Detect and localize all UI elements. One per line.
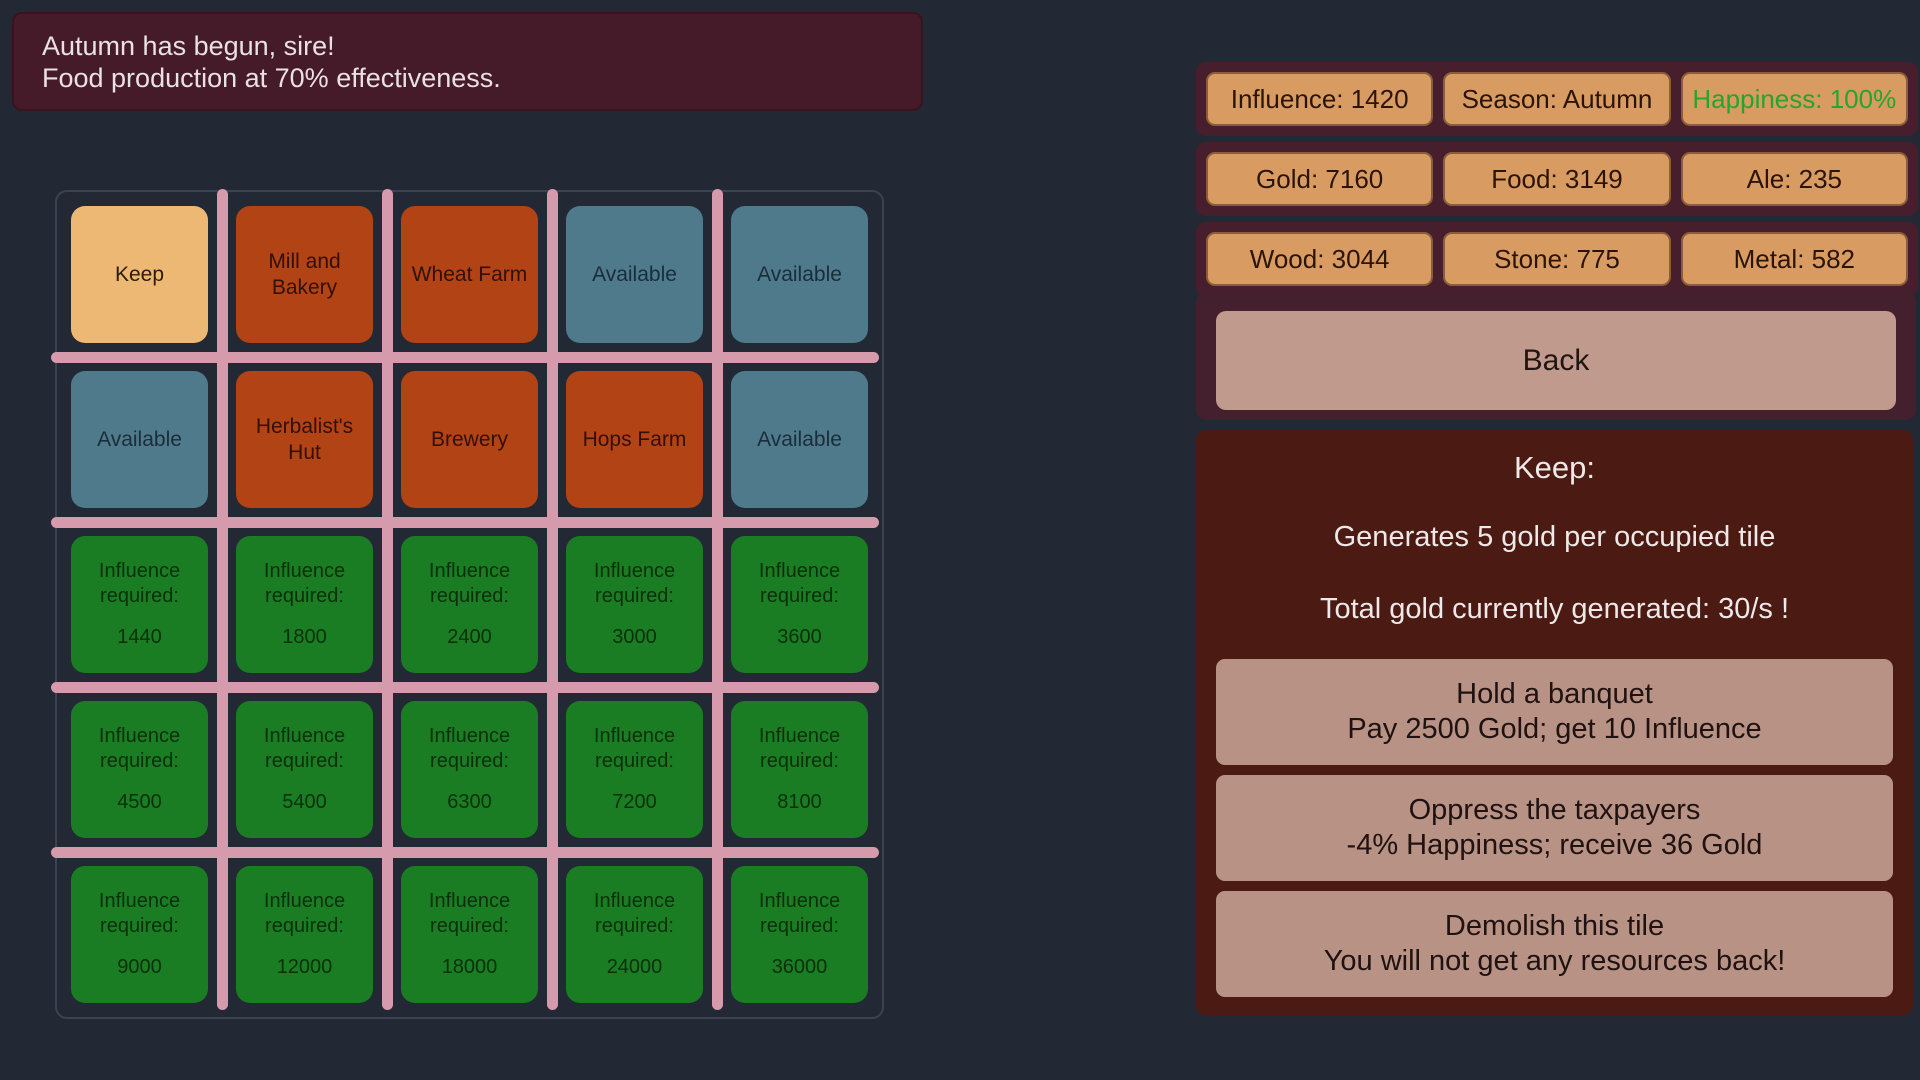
- influence-required-value: 1440: [117, 626, 162, 648]
- tile-locked-5400[interactable]: Influence required: 5400: [236, 701, 373, 838]
- resource-metal: Metal: 582: [1680, 232, 1908, 286]
- action-title: Oppress the taxpayers: [1408, 794, 1701, 826]
- tile-label: Available: [757, 262, 842, 286]
- influence-required-label: Influence required:: [593, 890, 676, 937]
- tile-locked-2400[interactable]: Influence required: 2400: [401, 536, 538, 673]
- influence-required-value: 3600: [777, 626, 822, 648]
- influence-required-value: 8100: [777, 791, 822, 813]
- influence-required-label: Influence required:: [593, 725, 676, 772]
- oppress-taxpayers-button[interactable]: Oppress the taxpayers -4% Happiness; rece…: [1216, 775, 1893, 881]
- resource-ale: Ale: 235: [1680, 152, 1908, 206]
- tile-herbalists-hut[interactable]: Herbalist's Hut: [236, 371, 373, 508]
- tile-locked-24000[interactable]: Influence required: 24000: [566, 866, 703, 1003]
- tile-brewery[interactable]: Brewery: [401, 371, 538, 508]
- tile-locked-36000[interactable]: Influence required: 36000: [731, 866, 868, 1003]
- influence-required-label: Influence required:: [428, 890, 511, 937]
- tile-hops-farm[interactable]: Hops Farm: [566, 371, 703, 508]
- resource-bar-row-2: Gold: 7160 Food: 3149 Ale: 235: [1196, 142, 1918, 216]
- influence-required-label: Influence required:: [263, 560, 346, 607]
- influence-required-value: 36000: [771, 956, 828, 978]
- tile-locked-4500[interactable]: Influence required: 4500: [71, 701, 208, 838]
- tile-locked-18000[interactable]: Influence required: 18000: [401, 866, 538, 1003]
- tile-info-line-2: Total gold currently generated: 30/s !: [1319, 593, 1790, 625]
- influence-required-value: 5400: [282, 791, 327, 813]
- tile-label: Brewery: [430, 427, 509, 451]
- influence-required-value: 3000: [612, 626, 657, 648]
- tile-wheat-farm[interactable]: Wheat Farm: [401, 206, 538, 343]
- influence-required-label: Influence required:: [428, 725, 511, 772]
- resource-season: Season: Autumn: [1443, 72, 1671, 126]
- tile-locked-3000[interactable]: Influence required: 3000: [566, 536, 703, 673]
- tile-available-r1c5[interactable]: Available: [731, 206, 868, 343]
- tile-locked-12000[interactable]: Influence required: 12000: [236, 866, 373, 1003]
- influence-required-label: Influence required:: [428, 560, 511, 607]
- tile-available-r1c4[interactable]: Available: [566, 206, 703, 343]
- influence-required-label: Influence required:: [263, 725, 346, 772]
- influence-required-label: Influence required:: [263, 890, 346, 937]
- influence-required-value: 7200: [612, 791, 657, 813]
- tile-locked-9000[interactable]: Influence required: 9000: [71, 866, 208, 1003]
- influence-required-value: 6300: [447, 791, 492, 813]
- back-button-container: Back: [1196, 292, 1916, 420]
- tile-label: Hops Farm: [582, 427, 687, 451]
- influence-required-label: Influence required:: [758, 725, 841, 772]
- influence-required-label: Influence required:: [758, 890, 841, 937]
- building-grid: Keep Mill and Bakery Wheat Farm Available Av…: [57, 192, 882, 1017]
- tile-action-buttons: Hold a banquet Pay 2500 Gold; get 10 Infl…: [1216, 659, 1893, 997]
- tile-label: Wheat Farm: [411, 262, 528, 286]
- influence-required-label: Influence required:: [98, 725, 181, 772]
- influence-required-label: Influence required:: [98, 560, 181, 607]
- influence-required-value: 12000: [276, 956, 333, 978]
- tile-locked-8100[interactable]: Influence required: 8100: [731, 701, 868, 838]
- action-title: Demolish this tile: [1444, 910, 1665, 942]
- action-title: Hold a banquet: [1456, 678, 1653, 710]
- tile-label: Available: [97, 427, 182, 451]
- influence-required-label: Influence required:: [758, 560, 841, 607]
- tile-available-r2c1[interactable]: Available: [71, 371, 208, 508]
- influence-required-value: 24000: [606, 956, 663, 978]
- hold-banquet-button[interactable]: Hold a banquet Pay 2500 Gold; get 10 Infl…: [1216, 659, 1893, 765]
- resource-happiness: Happiness: 100%: [1680, 72, 1908, 126]
- action-subtitle: You will not get any resources back!: [1323, 945, 1786, 977]
- tile-locked-3600[interactable]: Influence required: 3600: [731, 536, 868, 673]
- notification-line-2: Food production at 70% effectiveness.: [42, 62, 501, 93]
- resource-stone: Stone: 775: [1443, 232, 1671, 286]
- tile-locked-1800[interactable]: Influence required: 1800: [236, 536, 373, 673]
- notification-banner: Autumn has begun, sire! Food production …: [12, 12, 923, 111]
- resource-bar-row-3: Wood: 3044 Stone: 775 Metal: 582: [1196, 222, 1918, 296]
- tile-info-panel: Keep: Generates 5 gold per occupied tile…: [1196, 430, 1913, 1015]
- demolish-tile-button[interactable]: Demolish this tile You will not get any r…: [1216, 891, 1893, 997]
- notification-line-1: Autumn has begun, sire!: [42, 30, 335, 61]
- tile-locked-7200[interactable]: Influence required: 7200: [566, 701, 703, 838]
- resource-food: Food: 3149: [1443, 152, 1671, 206]
- tile-locked-6300[interactable]: Influence required: 6300: [401, 701, 538, 838]
- tile-info-line-1: Generates 5 gold per occupied tile: [1333, 521, 1776, 553]
- influence-required-value: 2400: [447, 626, 492, 648]
- tile-mill-and-bakery[interactable]: Mill and Bakery: [236, 206, 373, 343]
- tile-available-r2c5[interactable]: Available: [731, 371, 868, 508]
- tile-keep[interactable]: Keep: [71, 206, 208, 343]
- resource-wood: Wood: 3044: [1206, 232, 1434, 286]
- influence-required-value: 1800: [282, 626, 327, 648]
- resource-gold: Gold: 7160: [1206, 152, 1434, 206]
- tile-label: Available: [592, 262, 677, 286]
- influence-required-value: 18000: [441, 956, 498, 978]
- resource-bar-row-1: Influence: 1420 Season: Autumn Happiness: …: [1196, 62, 1918, 136]
- back-button[interactable]: Back: [1216, 311, 1896, 410]
- action-subtitle: -4% Happiness; receive 36 Gold: [1346, 829, 1763, 861]
- tile-locked-1440[interactable]: Influence required: 1440: [71, 536, 208, 673]
- influence-required-value: 9000: [117, 956, 162, 978]
- building-grid-container: Keep Mill and Bakery Wheat Farm Available Av…: [51, 189, 884, 1019]
- tile-label: Herbalist's Hut: [255, 414, 354, 464]
- action-subtitle: Pay 2500 Gold; get 10 Influence: [1347, 713, 1762, 745]
- tile-label: Mill and Bakery: [268, 249, 341, 299]
- resource-influence: Influence: 1420: [1206, 72, 1434, 126]
- tile-label: Keep: [114, 262, 165, 286]
- influence-required-label: Influence required:: [98, 890, 181, 937]
- influence-required-value: 4500: [117, 791, 162, 813]
- tile-info-title: Keep:: [1513, 450, 1595, 485]
- influence-required-label: Influence required:: [593, 560, 676, 607]
- tile-label: Available: [757, 427, 842, 451]
